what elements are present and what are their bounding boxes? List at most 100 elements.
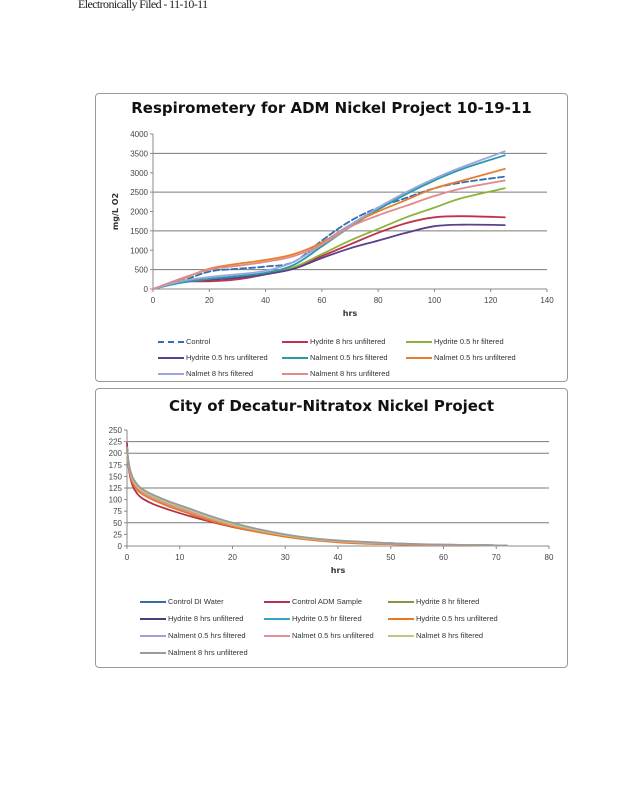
legend-item: Hydrite 0.5 hrs unfiltered: [158, 353, 268, 362]
legend-swatch: [282, 356, 308, 359]
y-tick-label: 1500: [130, 227, 148, 236]
legend-label: Nalment 0.5 hrs filtered: [168, 631, 246, 640]
legend-item: Hydrite 8 hrs unfiltered: [282, 337, 385, 346]
series-line-hydrite-8-hrs-unfiltered: [126, 446, 508, 547]
y-tick-label: 100: [109, 496, 123, 505]
legend-swatch: [140, 617, 166, 620]
legend-swatch: [264, 634, 290, 637]
x-tick-label: 40: [261, 296, 270, 305]
y-tick-label: 125: [109, 484, 123, 493]
legend-item: Control DI Water: [140, 597, 224, 606]
series-line-nalmet-0-5-hrs-unfiltered: [126, 447, 508, 547]
series-line-hydrite-8-hrs-unfiltered: [152, 215, 506, 290]
x-tick-label: 80: [374, 296, 383, 305]
y-tick-label: 0: [118, 542, 123, 551]
legend-label: Nalmet 8 hrs filtered: [416, 631, 484, 640]
legend-label: Nalmet 0.5 hrs unfiltered: [292, 631, 374, 640]
y-tick-label: 250: [109, 426, 123, 435]
legend-swatch: [406, 356, 432, 359]
y-tick-label: 25: [113, 530, 122, 539]
y-tick-label: 75: [113, 507, 122, 516]
y-tick-label: 50: [113, 519, 122, 528]
chart-respirometry: Respirometery for ADM Nickel Project 10-…: [95, 93, 568, 382]
y-tick-label: 2500: [130, 188, 148, 197]
legend-item: Control ADM Sample: [264, 597, 362, 606]
chart-plot-area: 0 500 1000 1500 2000 2500 3000 3500 4000 0 20 40 60 8…: [111, 130, 554, 318]
legend-label: Hydrite 0.5 hrs unfiltered: [416, 614, 498, 623]
x-tick-label: 20: [228, 553, 237, 562]
y-axis-label: mg/L O2: [111, 193, 120, 230]
y-tick-label: 3000: [130, 169, 148, 178]
document-header: Electronically Filed - 11-10-11: [78, 0, 208, 11]
x-tick-label: 0: [125, 553, 130, 562]
legend-item: Nalmet 0.5 hrs unfiltered: [264, 631, 374, 640]
legend-item: Nalmet 8 hrs filtered: [388, 631, 483, 640]
legend-item: Hydrite 8 hrs unfiltered: [140, 614, 243, 623]
legend-label: Hydrite 0.5 hr filtered: [292, 614, 362, 623]
legend-swatch: [282, 372, 308, 375]
x-tick-label: 10: [175, 553, 184, 562]
legend-label: Hydrite 8 hr filtered: [416, 597, 480, 606]
legend-item: Nalmet 0.5 hrs unfiltered: [406, 353, 516, 362]
chart-title: City of Decatur-Nitratox Nickel Project: [168, 397, 494, 415]
series-line-hydrite-0-5-hrs-unfiltered: [126, 448, 508, 547]
legend-swatch: [264, 617, 290, 620]
legend-swatch: [158, 340, 184, 343]
chart-nitratox: City of Decatur-Nitratox Nickel Project …: [95, 388, 568, 668]
y-tick-label: 3500: [130, 149, 148, 158]
legend-label: Hydrite 0.5 hr filtered: [434, 337, 504, 346]
x-tick-label: 70: [492, 553, 501, 562]
x-tick-label: 140: [540, 296, 554, 305]
series-line-control: [152, 175, 506, 290]
x-tick-label: 50: [386, 553, 395, 562]
y-tick-label: 2000: [130, 208, 148, 217]
x-tick-label: 0: [151, 296, 156, 305]
x-axis-label: hrs: [331, 566, 346, 575]
series-line-hydrite-0-5-hr-filtered: [126, 447, 508, 547]
y-tick-label: 200: [109, 449, 123, 458]
legend-item: Nalment 0.5 hrs filtered: [140, 631, 246, 640]
legend-item: Hydrite 0.5 hr filtered: [264, 614, 362, 623]
series-line-nalment-0-5-hrs-filtered: [126, 446, 508, 547]
legend-label: Hydrite 8 hrs unfiltered: [310, 337, 386, 346]
y-tick-label: 500: [135, 266, 149, 275]
legend-item: Nalmet 8 hrs filtered: [158, 369, 253, 378]
legend-swatch: [406, 340, 432, 343]
legend-label: Nalmet 8 hrs filtered: [186, 369, 254, 378]
series-line-nalment-8-hrs-unfiltered: [152, 179, 506, 290]
legend-swatch: [388, 617, 414, 620]
series-line-control-di-water: [126, 445, 508, 547]
legend-label: Control: [186, 337, 211, 346]
legend-item: Control: [158, 337, 210, 346]
series-line-nalmet-8-hrs-filtered: [126, 447, 508, 547]
legend-label: Control DI Water: [168, 597, 224, 606]
x-tick-label: 80: [545, 553, 554, 562]
y-tick-label: 150: [109, 472, 123, 481]
legend-label: Nalment 0.5 hrs filtered: [310, 353, 388, 362]
legend-label: Hydrite 8 hrs unfiltered: [168, 614, 244, 623]
chart-title: Respirometery for ADM Nickel Project 10-…: [131, 99, 532, 117]
legend-label: Control ADM Sample: [292, 597, 363, 606]
legend-label: Nalment 8 hrs unfiltered: [310, 369, 390, 378]
legend-swatch: [158, 372, 184, 375]
series-line-nalment-8-hrs-unfiltered: [126, 446, 508, 547]
legend-swatch: [282, 340, 308, 343]
legend-swatch: [388, 600, 414, 603]
series-line-nalment-0-5-hrs-filtered: [152, 154, 506, 290]
x-tick-label: 100: [428, 296, 442, 305]
legend-item: Hydrite 0.5 hrs unfiltered: [388, 614, 498, 623]
legend-swatch: [158, 356, 184, 359]
y-tick-label: 1000: [130, 246, 148, 255]
y-tick-label: 4000: [130, 130, 148, 139]
x-tick-label: 40: [334, 553, 343, 562]
legend-item: Nalment 8 hrs unfiltered: [282, 369, 390, 378]
legend-item: Hydrite 8 hr filtered: [388, 597, 479, 606]
chart-plot-area: 0 25 50 75 100 125 150 175 200 225 250 0 10 20 30 40 50 6…: [109, 426, 554, 575]
series-line-nalmet-8-hrs-filtered: [152, 150, 506, 290]
legend-item: Nalment 8 hrs unfiltered: [140, 648, 248, 657]
legend-swatch: [140, 600, 166, 603]
y-tick-label: 0: [144, 285, 149, 294]
y-tick-label: 225: [109, 438, 123, 447]
y-tick-label: 175: [109, 461, 123, 470]
x-axis-label: hrs: [343, 309, 358, 318]
